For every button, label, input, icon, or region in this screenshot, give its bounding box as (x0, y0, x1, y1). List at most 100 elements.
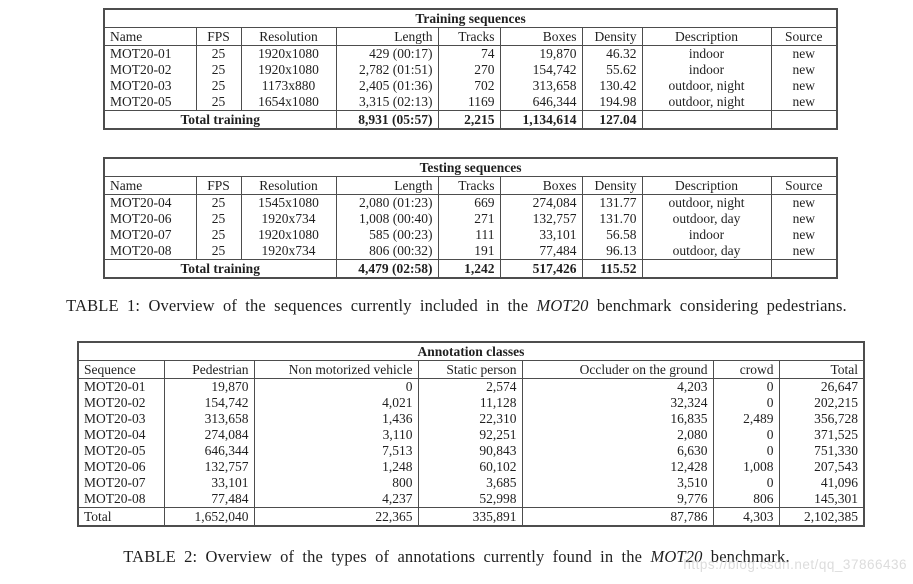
table-cell: 92,251 (417, 427, 523, 443)
table-cell: 19,870 (163, 378, 255, 395)
testing-table-title-row: Testing sequences (103, 158, 838, 177)
table-cell: MOT20-06 (103, 211, 197, 227)
table-cell: 806 (712, 491, 780, 508)
table-cell: MOT20-07 (103, 227, 197, 243)
table-cell: outdoor, night (641, 94, 772, 111)
table-cell: 130.42 (581, 78, 643, 94)
table-cell: MOT20-04 (77, 427, 165, 443)
column-header: Static person (417, 360, 523, 379)
table-cell: 202,215 (778, 395, 865, 411)
table-cell: MOT20-03 (77, 411, 165, 427)
table-cell: MOT20-01 (77, 378, 165, 395)
column-header: FPS (195, 27, 242, 46)
table-row: MOT20-08 25 1920x734 806 (00:32) 191 77,484 96… (103, 243, 838, 260)
table-cell: 1,008 (00:40) (335, 211, 439, 227)
table-cell: 0 (712, 427, 780, 443)
testing-table-header-row: Name FPS Resolution Length Tracks Boxes Densit… (103, 176, 838, 195)
table-cell: 90,843 (417, 443, 523, 459)
testing-total-row: Total training 4,479 (02:58) 1,242 517,4… (103, 259, 838, 278)
table-cell: MOT20-08 (103, 243, 197, 260)
table-cell: 585 (00:23) (335, 227, 439, 243)
table-cell: 154,742 (163, 395, 255, 411)
table-cell: 32,324 (521, 395, 714, 411)
table-cell: 55.62 (581, 62, 643, 78)
annotation-classes-table: Annotation classes Sequence Pedestrian Non… (77, 341, 865, 527)
training-table-title: Training sequences (103, 9, 838, 28)
table-cell: 429 (00:17) (335, 45, 439, 62)
annotation-total-occluder: 87,786 (521, 507, 714, 526)
table-cell: 274,084 (499, 194, 583, 211)
table-cell: 751,330 (778, 443, 865, 459)
annotation-total-row: Total 1,652,040 22,365 335,891 87,786 4,… (77, 507, 865, 526)
table-cell: 2,782 (01:51) (335, 62, 439, 78)
annotation-table-title: Annotation classes (77, 342, 865, 361)
testing-sequences-table: Testing sequences Name FPS Resolution Lengt… (103, 157, 839, 279)
column-header: Sequence (77, 360, 165, 379)
table-cell: 11,128 (417, 395, 523, 411)
table-cell: 33,101 (499, 227, 583, 243)
table-cell: new (770, 94, 838, 111)
training-total-boxes: 1,134,614 (499, 110, 583, 129)
table-cell: 77,484 (499, 243, 583, 260)
annotation-total-crowd: 4,303 (712, 507, 780, 526)
table-cell: 1,436 (253, 411, 419, 427)
table-cell: 22,310 (417, 411, 523, 427)
table-cell: 25 (195, 94, 242, 111)
table-cell: MOT20-02 (77, 395, 165, 411)
table-cell: 1920x1080 (240, 45, 337, 62)
table-cell: 26,647 (778, 378, 865, 395)
testing-total-label: Total training (103, 259, 337, 278)
table-cell: MOT20-01 (103, 45, 197, 62)
table-cell: 1920x734 (240, 243, 337, 260)
table-cell: 9,776 (521, 491, 714, 508)
table-cell: 41,096 (778, 475, 865, 491)
table-cell: new (770, 194, 838, 211)
table-cell: indoor (641, 227, 772, 243)
testing-total-length: 4,479 (02:58) (335, 259, 439, 278)
table-cell: 2,405 (01:36) (335, 78, 439, 94)
empty-cell (641, 259, 772, 278)
table1-caption-prefix: TABLE 1: Overview of the sequences curre… (66, 296, 537, 315)
table-cell: 274,084 (163, 427, 255, 443)
table-cell: 132,757 (499, 211, 583, 227)
table-cell: indoor (641, 62, 772, 78)
column-header: Length (335, 27, 439, 46)
training-table-header-row: Name FPS Resolution Length Tracks Boxes Densit… (103, 27, 838, 46)
table-cell: 3,685 (417, 475, 523, 491)
table-cell: MOT20-08 (77, 491, 165, 508)
testing-total-boxes: 517,426 (499, 259, 583, 278)
annotation-total-pedestrian: 1,652,040 (163, 507, 255, 526)
table-row: MOT20-08 77,484 4,237 52,998 9,776 806 145,301 (77, 491, 865, 508)
column-header: Occluder on the ground (521, 360, 714, 379)
table-cell: 7,513 (253, 443, 419, 459)
table-row: MOT20-06 25 1920x734 1,008 (00:40) 271 132,75… (103, 211, 838, 227)
table2-caption-suffix: benchmark. (702, 547, 790, 566)
table-cell: 646,344 (163, 443, 255, 459)
table-cell: 0 (712, 475, 780, 491)
table-cell: 77,484 (163, 491, 255, 508)
empty-cell (770, 259, 838, 278)
column-header: Non motorized vehicle (253, 360, 419, 379)
table-cell: 19,870 (499, 45, 583, 62)
table-cell: 52,998 (417, 491, 523, 508)
table-cell: 2,489 (712, 411, 780, 427)
table-cell: 2,574 (417, 378, 523, 395)
column-header: Resolution (240, 176, 337, 195)
training-table-title-row: Training sequences (103, 9, 838, 28)
table-row: MOT20-03 313,658 1,436 22,310 16,835 2,489 356… (77, 411, 865, 427)
table-cell: 60,102 (417, 459, 523, 475)
training-total-row: Total training 8,931 (05:57) 2,215 1,134… (103, 110, 838, 129)
table-cell: 46.32 (581, 45, 643, 62)
table-cell: MOT20-05 (103, 94, 197, 111)
table-cell: 356,728 (778, 411, 865, 427)
table-cell: 0 (253, 378, 419, 395)
testing-table-container: Testing sequences Name FPS Resolution Lengt… (103, 157, 839, 279)
table-row: MOT20-01 25 1920x1080 429 (00:17) 74 19,870 46… (103, 45, 838, 62)
table-cell: 111 (437, 227, 501, 243)
table-cell: 0 (712, 378, 780, 395)
table-cell: new (770, 62, 838, 78)
table-cell: 25 (195, 211, 242, 227)
table-row: MOT20-05 25 1654x1080 3,315 (02:13) 1169 646,… (103, 94, 838, 111)
table-cell: MOT20-02 (103, 62, 197, 78)
table-cell: 25 (195, 78, 242, 94)
